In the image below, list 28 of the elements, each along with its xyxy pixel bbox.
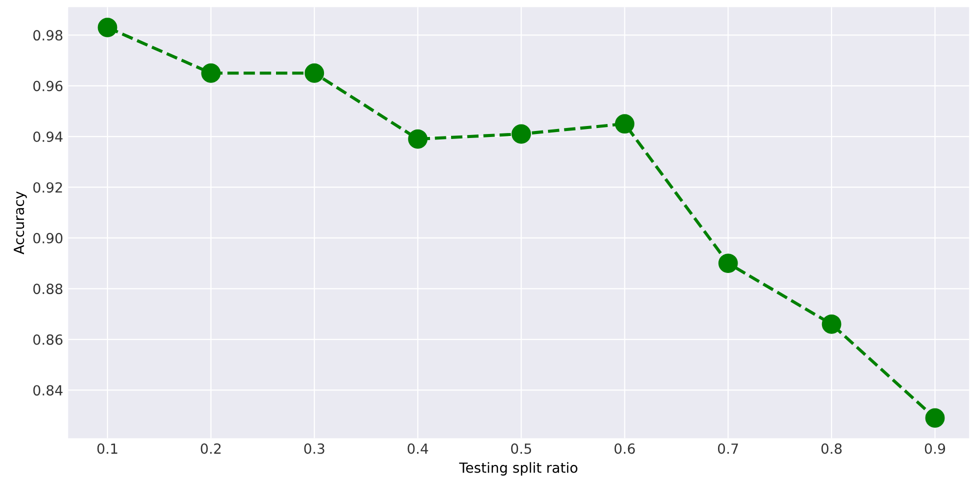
point [614, 114, 634, 134]
x-tick-label: 0.2 [200, 443, 221, 454]
x-tick-label: 0.6 [614, 443, 635, 454]
x-tick-label: 0.4 [408, 443, 428, 454]
x-tick-label: 0.3 [304, 443, 324, 454]
y-tick-label: 0.86 [33, 334, 62, 345]
x-tick-label: 0.5 [511, 443, 532, 454]
y-tick-label: 0.90 [33, 232, 62, 244]
point [718, 254, 738, 274]
x-tick-label: 0.7 [718, 443, 738, 454]
x-tick-label: 0.8 [821, 443, 842, 454]
x-tick-label: 0.1 [97, 443, 118, 454]
y-axis-title: Accuracy [14, 191, 27, 254]
x-axis-title: Testing split ratio [459, 462, 578, 476]
point [98, 18, 118, 38]
y-tick-label: 0.88 [33, 284, 62, 294]
point [925, 408, 945, 428]
point [201, 63, 221, 83]
y-tick-label: 0.98 [33, 30, 62, 41]
point [822, 314, 842, 334]
y-tick-label: 0.84 [33, 385, 63, 396]
point [408, 129, 428, 149]
point [304, 63, 324, 83]
y-tick-label: 0.92 [33, 182, 62, 193]
point [512, 124, 531, 144]
y-tick-label: 0.94 [33, 131, 63, 142]
x-tick-label: 0.9 [924, 443, 946, 454]
y-tick-label: 0.96 [33, 80, 62, 92]
